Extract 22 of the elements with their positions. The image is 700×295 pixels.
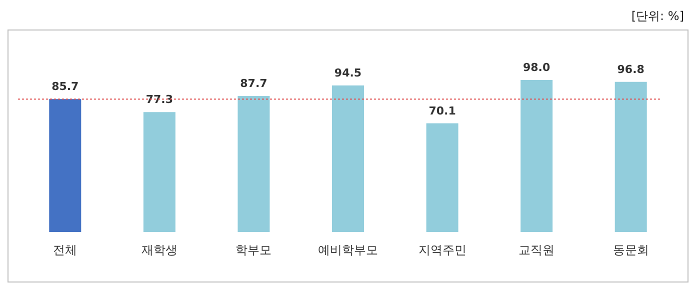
x-tick-label: 예비학부모 xyxy=(318,243,378,257)
x-tick-label: 지역주민 xyxy=(418,243,466,257)
data-label: 77.3 xyxy=(146,93,173,106)
data-label: 85.7 xyxy=(52,80,79,94)
bar xyxy=(426,123,458,232)
x-tick-label: 동문회 xyxy=(612,243,649,257)
data-label: 70.1 xyxy=(428,104,456,118)
x-tick-label: 전체 xyxy=(53,243,78,257)
bar xyxy=(520,80,553,232)
text: [단위: %] xyxy=(631,9,684,23)
bar xyxy=(614,82,647,232)
x-tick-label: 교직원 xyxy=(518,243,555,257)
bar xyxy=(332,85,364,232)
x-tick-label: 재학생 xyxy=(141,243,178,257)
data-label: 96.8 xyxy=(617,62,644,76)
x-tick-label: 학부모 xyxy=(236,243,272,257)
data-label: 94.5 xyxy=(334,66,362,80)
data-label: 98.0 xyxy=(523,61,550,74)
bar xyxy=(143,112,176,232)
data-label: 87.7 xyxy=(240,76,268,90)
bar xyxy=(49,99,82,232)
bar xyxy=(238,96,270,232)
